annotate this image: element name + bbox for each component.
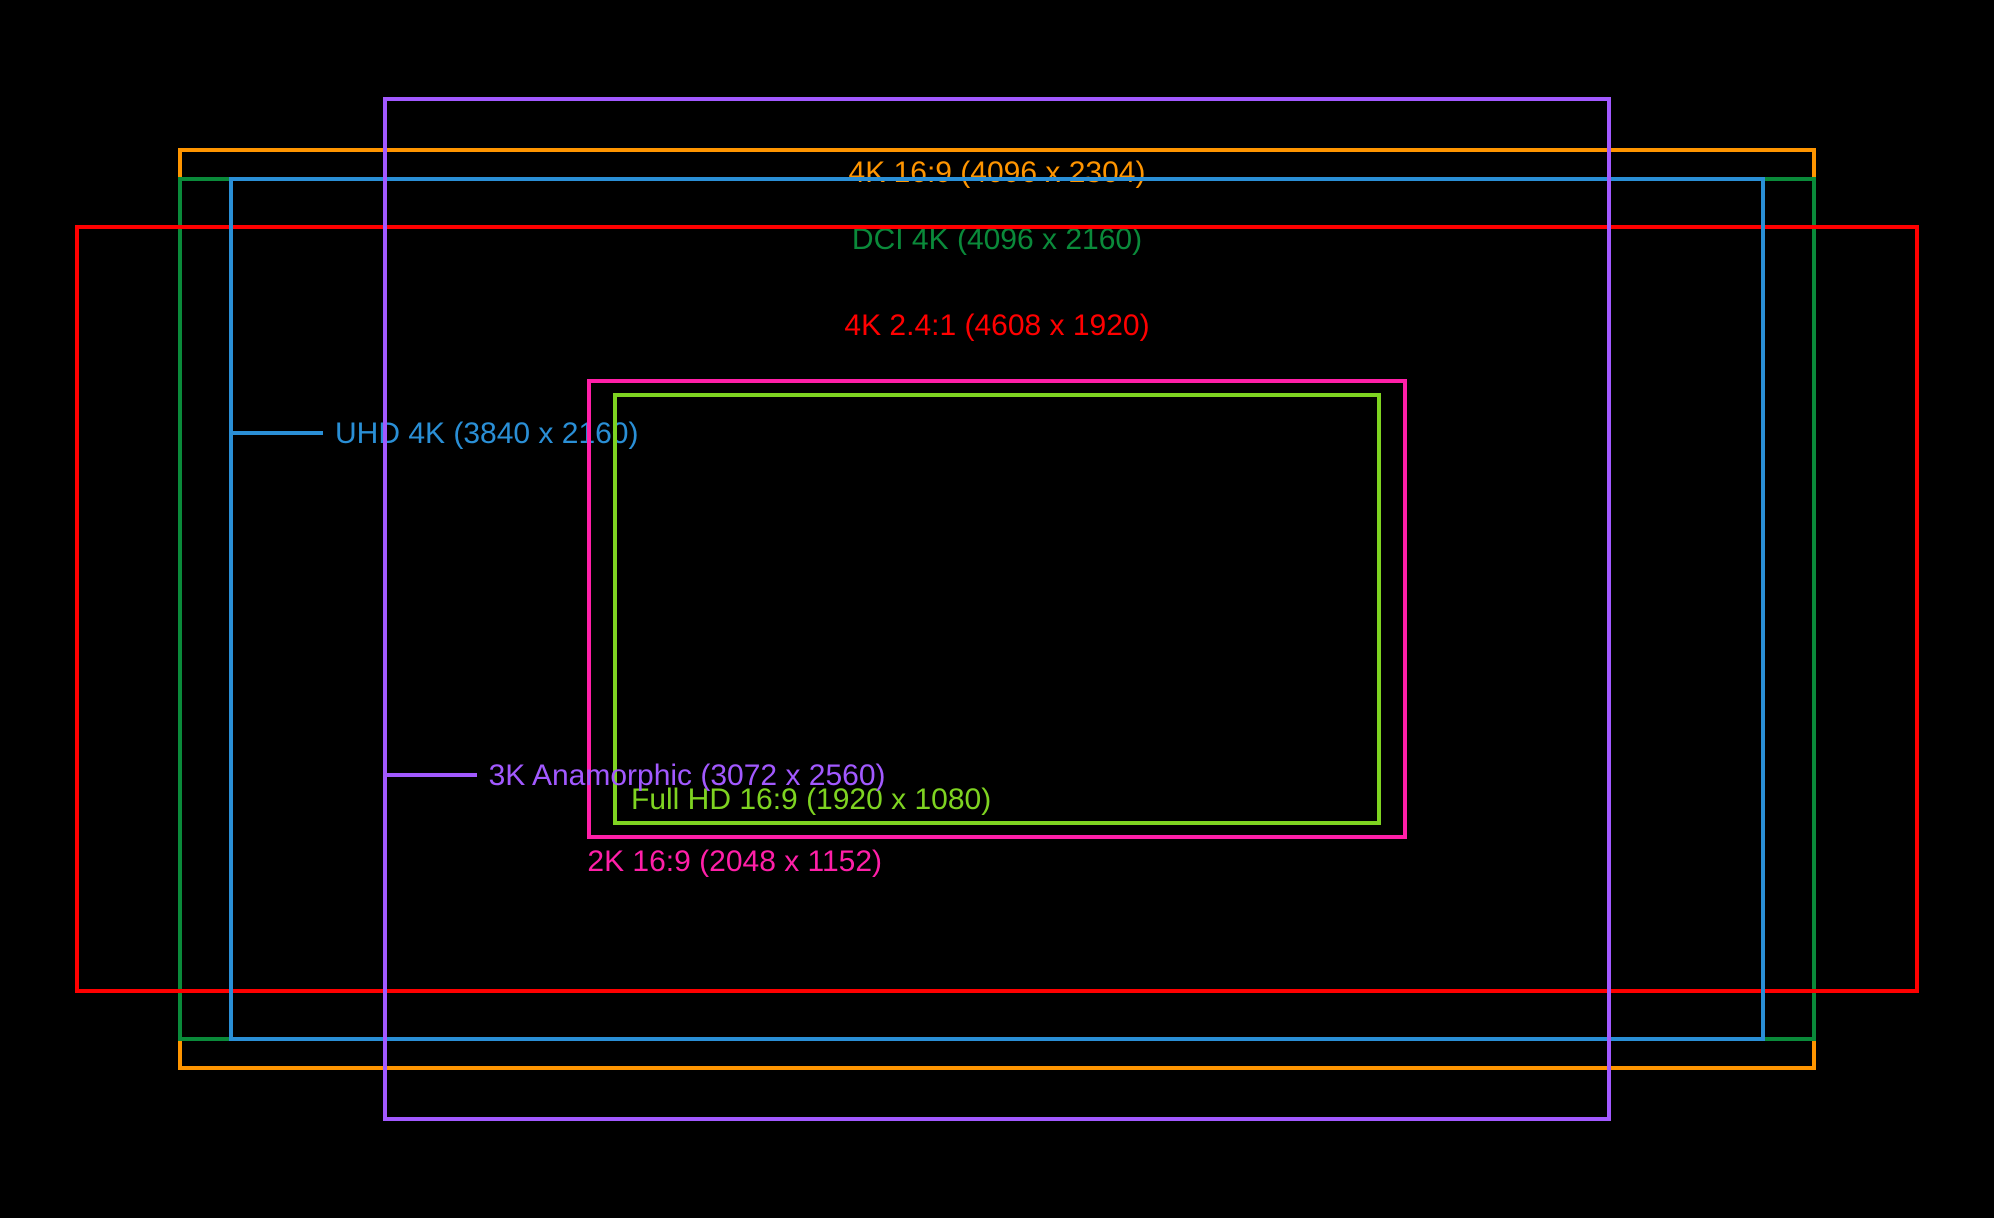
resolution-label-3k-anamorphic: 3K Anamorphic (3072 x 2560) (489, 759, 886, 792)
resolution-diagram: 4K 16:9 (4096 x 2304)DCI 4K (4096 x 2160… (0, 0, 1994, 1218)
leader-line-3k-anamorphic (387, 773, 477, 777)
leader-line-uhd-4k (233, 431, 323, 435)
resolution-box-3k-anamorphic (383, 97, 1612, 1121)
